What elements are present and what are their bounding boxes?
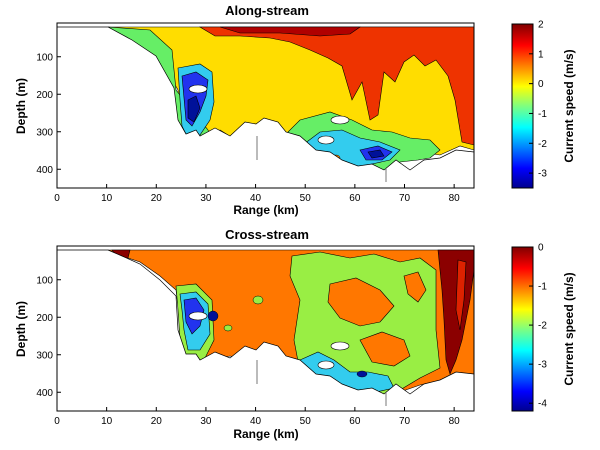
colorbar-tick-label: 0 — [538, 243, 544, 254]
y-tick-label: 200 — [36, 313, 53, 324]
top-colorbar-label: Current speed (m/s) — [562, 49, 576, 162]
bottom-colorbar-label: Current speed (m/s) — [562, 272, 576, 385]
y-tick-label: 400 — [36, 388, 53, 399]
bottom-y-ticks: 100 200 300 400 — [36, 275, 61, 399]
x-tick-label: 60 — [349, 193, 361, 204]
panel-along-stream: Along-stream — [14, 3, 576, 217]
top-y-ticks: 100 200 300 400 — [36, 52, 61, 176]
x-tick-label: 40 — [250, 193, 262, 204]
top-colorbar: 2 1 0 -1 -2 -3 Current speed (m/s) — [511, 20, 576, 189]
top-title: Along-stream — [225, 3, 309, 18]
panel-cross-stream: Cross-stream — [14, 227, 576, 441]
top-x-ticks: 0 10 20 30 40 50 60 70 80 — [54, 184, 460, 204]
colorbar-tick-label: 1 — [538, 49, 544, 60]
top-axes-frame — [56, 22, 475, 189]
top-colorbar-ramp — [511, 23, 534, 189]
x-tick-label: 10 — [101, 193, 113, 204]
colorbar-tick-label: -4 — [538, 399, 547, 410]
top-region-navy-lower — [367, 149, 385, 159]
top-y-label: Depth (m) — [14, 78, 28, 134]
bottom-seafloor-mask — [57, 249, 474, 411]
bottom-region-orange-patch-1 — [327, 277, 395, 327]
x-tick-label: 10 — [101, 416, 113, 427]
y-tick-label: 100 — [36, 275, 53, 286]
top-seafloor-mask — [57, 26, 474, 188]
x-tick-label: 20 — [151, 193, 163, 204]
x-tick-label: 50 — [300, 416, 312, 427]
x-tick-label: 70 — [399, 416, 411, 427]
x-tick-label: 0 — [54, 416, 60, 427]
x-tick-label: 80 — [449, 416, 461, 427]
y-tick-label: 200 — [36, 90, 53, 101]
bottom-navy-left — [207, 310, 219, 322]
bottom-hole-1 — [188, 311, 208, 321]
y-tick-label: 100 — [36, 52, 53, 63]
colorbar-tick-label: -2 — [538, 139, 547, 150]
bottom-green-speck-1 — [252, 295, 264, 305]
bottom-colorbar-ticks: 0 -1 -2 -3 -4 — [529, 243, 547, 410]
x-tick-label: 30 — [200, 193, 212, 204]
top-colorbar-ticks: 2 1 0 -1 -2 -3 — [529, 20, 547, 180]
top-field — [57, 26, 474, 188]
top-hole-2 — [330, 115, 350, 125]
top-region-red — [198, 26, 474, 146]
x-tick-label: 0 — [54, 193, 60, 204]
bottom-region-red-streak — [455, 259, 467, 331]
x-tick-label: 60 — [349, 416, 361, 427]
colorbar-tick-label: -1 — [538, 109, 547, 120]
colorbar-tick-label: 0 — [538, 79, 544, 90]
y-tick-label: 300 — [36, 350, 53, 361]
colorbar-tick-label: 2 — [538, 20, 544, 31]
colorbar-tick-label: -3 — [538, 169, 547, 180]
bottom-y-label: Depth (m) — [14, 301, 28, 357]
top-region-darkred — [219, 26, 361, 37]
colorbar-tick-label: -2 — [538, 321, 547, 332]
bottom-field — [57, 249, 474, 411]
top-hole-3 — [317, 135, 335, 145]
bottom-x-label: Range (km) — [233, 427, 298, 441]
bottom-colorbar-ramp — [511, 246, 534, 412]
top-region-navy-left — [187, 95, 201, 123]
bottom-region-orange-patch-2 — [359, 331, 411, 367]
colorbar-tick-label: -1 — [538, 282, 547, 293]
bottom-x-ticks: 0 10 20 30 40 50 60 70 80 — [54, 407, 460, 427]
x-tick-label: 50 — [300, 193, 312, 204]
x-tick-label: 70 — [399, 193, 411, 204]
bottom-hole-2 — [330, 341, 350, 351]
x-tick-label: 20 — [151, 416, 163, 427]
bottom-hole-3 — [317, 360, 335, 370]
x-tick-label: 30 — [200, 416, 212, 427]
y-tick-label: 300 — [36, 127, 53, 138]
bottom-navy-lower — [356, 370, 368, 378]
bottom-title: Cross-stream — [225, 227, 309, 242]
bottom-axes-frame — [56, 245, 475, 412]
top-hole-1 — [188, 84, 208, 94]
bottom-colorbar: 0 -1 -2 -3 -4 Current speed (m/s) — [511, 243, 576, 412]
bottom-region-orange-patch-3 — [403, 271, 427, 303]
bottom-green-speck-2 — [223, 324, 233, 332]
x-tick-label: 80 — [449, 193, 461, 204]
colorbar-tick-label: -3 — [538, 360, 547, 371]
top-x-label: Range (km) — [233, 203, 298, 217]
y-tick-label: 400 — [36, 165, 53, 176]
x-tick-label: 40 — [250, 416, 262, 427]
